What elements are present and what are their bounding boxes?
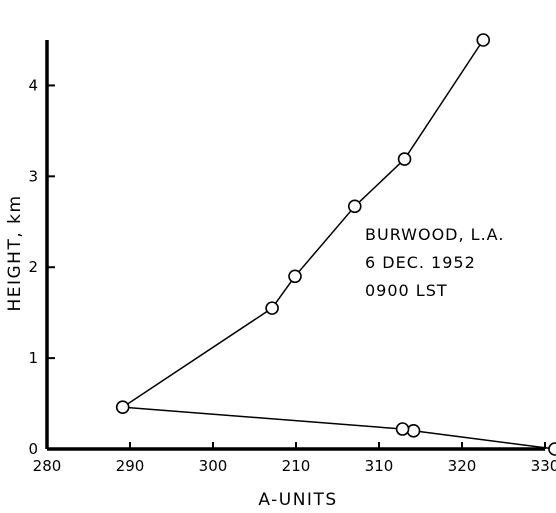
y-tick-label: 0 bbox=[28, 440, 38, 458]
series-points bbox=[115, 33, 556, 456]
data-point bbox=[288, 269, 302, 284]
annotation-line-location: BURWOOD, L.A. bbox=[365, 225, 504, 244]
x-axis-title: A-UNITS bbox=[258, 490, 337, 510]
x-tick-label: 330 bbox=[531, 457, 556, 475]
y-tick-label: 4 bbox=[28, 76, 38, 94]
x-tick-label: 320 bbox=[448, 457, 477, 475]
series-line-0 bbox=[121, 39, 556, 450]
annotation-line-date: 6 DEC. 1952 bbox=[365, 253, 476, 272]
y-axis-title: HEIGHT, km bbox=[5, 194, 25, 311]
data-point bbox=[548, 442, 556, 456]
data-point bbox=[397, 152, 412, 166]
data-point bbox=[476, 33, 491, 47]
y-ticks: 0 1 2 3 4 bbox=[28, 76, 55, 458]
x-tick-label: 310 bbox=[365, 457, 394, 475]
data-point bbox=[115, 400, 130, 414]
axes bbox=[45, 40, 545, 451]
data-point bbox=[406, 424, 421, 438]
x-tick-label: 300 bbox=[199, 457, 228, 475]
x-tick-label: 290 bbox=[116, 457, 145, 475]
annotation: BURWOOD, L.A. 6 DEC. 1952 0900 LST bbox=[365, 225, 504, 300]
annotation-line-time: 0900 LST bbox=[365, 281, 448, 300]
x-tick-label: 210 bbox=[282, 457, 311, 475]
y-tick-label: 1 bbox=[28, 349, 38, 367]
series-lines bbox=[121, 39, 556, 450]
x-ticks: 280 290 300 210 310 320 330 bbox=[33, 442, 556, 475]
data-point bbox=[347, 199, 362, 214]
y-tick-label: 2 bbox=[28, 258, 38, 276]
data-point bbox=[265, 301, 279, 315]
x-tick-label: 280 bbox=[33, 457, 62, 475]
y-tick-label: 3 bbox=[28, 167, 38, 185]
data-point bbox=[395, 422, 410, 436]
